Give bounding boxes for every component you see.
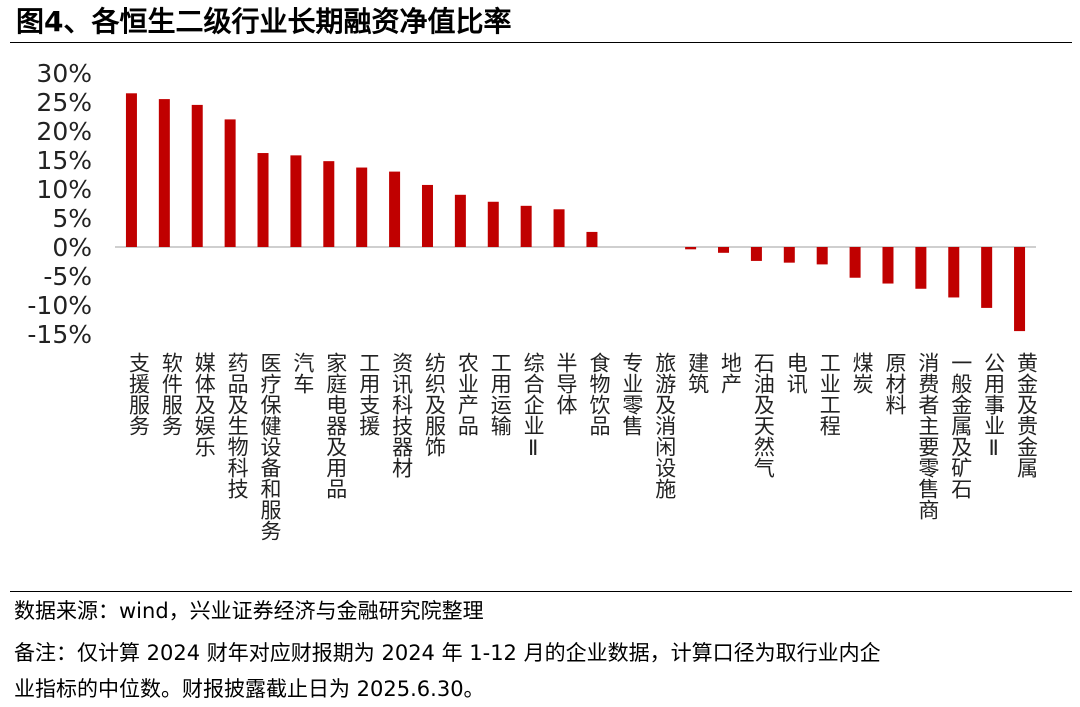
bar	[750, 247, 762, 261]
y-tick-label: 25%	[36, 88, 92, 117]
bar	[718, 247, 730, 253]
x-tick-label: 旅游及消闲设施	[653, 352, 677, 499]
bar	[356, 167, 368, 247]
x-tick-label: 一般金属及矿石	[949, 352, 973, 499]
y-tick-label: 30%	[36, 59, 92, 88]
x-tick-label: 家庭电器及用品	[324, 352, 348, 499]
bar	[487, 201, 499, 247]
y-tick-label: 15%	[36, 146, 92, 175]
y-tick-label: -10%	[27, 291, 92, 320]
bar	[948, 247, 960, 298]
top-divider	[10, 42, 1072, 43]
bar	[125, 93, 137, 247]
x-tick-label: 工用支援	[357, 352, 381, 436]
x-tick-label: 煤炭	[850, 352, 874, 394]
bar	[520, 205, 532, 247]
bar	[191, 104, 203, 248]
remark-line-2: 业指标的中位数。财报披露截止日为 2025.6.30。	[14, 677, 485, 701]
bar	[915, 247, 927, 289]
y-tick-label: 0%	[52, 233, 92, 262]
x-tick-label: 公用事业Ⅱ	[982, 352, 1006, 460]
x-tick-label: 综合企业Ⅱ	[521, 352, 545, 460]
x-tick-label: 医疗保健设备和服务	[258, 352, 282, 541]
bar	[389, 171, 401, 247]
bar-chart: 30%25%20%15%10%5%0%-5%-10%-15% 支援服务 软件服务媒…	[27, 59, 1038, 541]
bar	[882, 247, 894, 284]
x-tick-label: 农业产品	[455, 352, 479, 436]
bar	[849, 247, 861, 278]
x-tick-label: 建筑	[686, 352, 710, 394]
bar	[290, 155, 302, 247]
source-note: 数据来源：wind，兴业证券经济与金融研究院整理	[14, 599, 484, 623]
bar	[421, 184, 433, 247]
x-tick-label: 电讯	[784, 352, 808, 395]
bar	[454, 194, 466, 247]
y-tick-label: -15%	[27, 320, 92, 349]
bar	[981, 247, 993, 308]
remark-line-1: 备注：仅计算 2024 财年对应财报期为 2024 年 1-12 月的企业数据，…	[14, 641, 881, 665]
y-tick-label: 5%	[52, 204, 92, 233]
x-tick-label: 软件服务	[159, 352, 183, 436]
x-axis: 支援服务 软件服务 媒体及娱乐 药品及生物科技 医疗保健设备和服务 汽车 家庭电器及用品 工用…	[126, 352, 1038, 541]
x-tick-label: 专业零售	[620, 352, 644, 436]
bar	[783, 247, 795, 263]
bar	[685, 247, 697, 250]
x-tick-label: 半导体	[554, 352, 578, 415]
x-tick-label: 石油及天然气	[751, 352, 775, 478]
bar	[816, 247, 828, 265]
x-tick-label: 黄金及贵金属	[1015, 352, 1039, 479]
y-tick-label: 20%	[36, 117, 92, 146]
x-tick-label: 药品及生物科技	[225, 352, 249, 499]
x-tick-label: 媒体及娱乐	[192, 352, 216, 457]
x-tick-label: 支援服务	[126, 352, 150, 436]
x-tick-label: 消费者主要零售商	[916, 352, 940, 520]
bar	[323, 161, 335, 247]
x-tick-label: 工业工程	[817, 352, 841, 436]
x-tick-label: 资讯科技器材	[390, 352, 414, 478]
bar	[1014, 247, 1026, 332]
x-tick-label: 工用运输	[488, 352, 512, 436]
x-tick-label: 纺织及服饰	[422, 352, 446, 457]
y-tick-label: -5%	[43, 262, 92, 291]
bottom-divider	[10, 591, 1072, 592]
bar	[224, 119, 236, 247]
x-tick-label: 食物饮品	[587, 352, 611, 436]
x-tick-label: 地产	[719, 352, 743, 394]
bar	[586, 231, 598, 247]
x-tick-label: 汽车	[291, 352, 315, 394]
bar-series	[125, 93, 1026, 332]
bar	[553, 209, 565, 247]
chart-title: 图4、各恒生二级行业长期融资净值比率	[16, 5, 512, 38]
bar	[158, 99, 170, 247]
y-tick-label: 10%	[36, 175, 92, 204]
x-tick-label: 原材料	[883, 352, 907, 415]
bar	[257, 153, 269, 247]
y-axis: 30%25%20%15%10%5%0%-5%-10%-15%	[27, 59, 92, 349]
